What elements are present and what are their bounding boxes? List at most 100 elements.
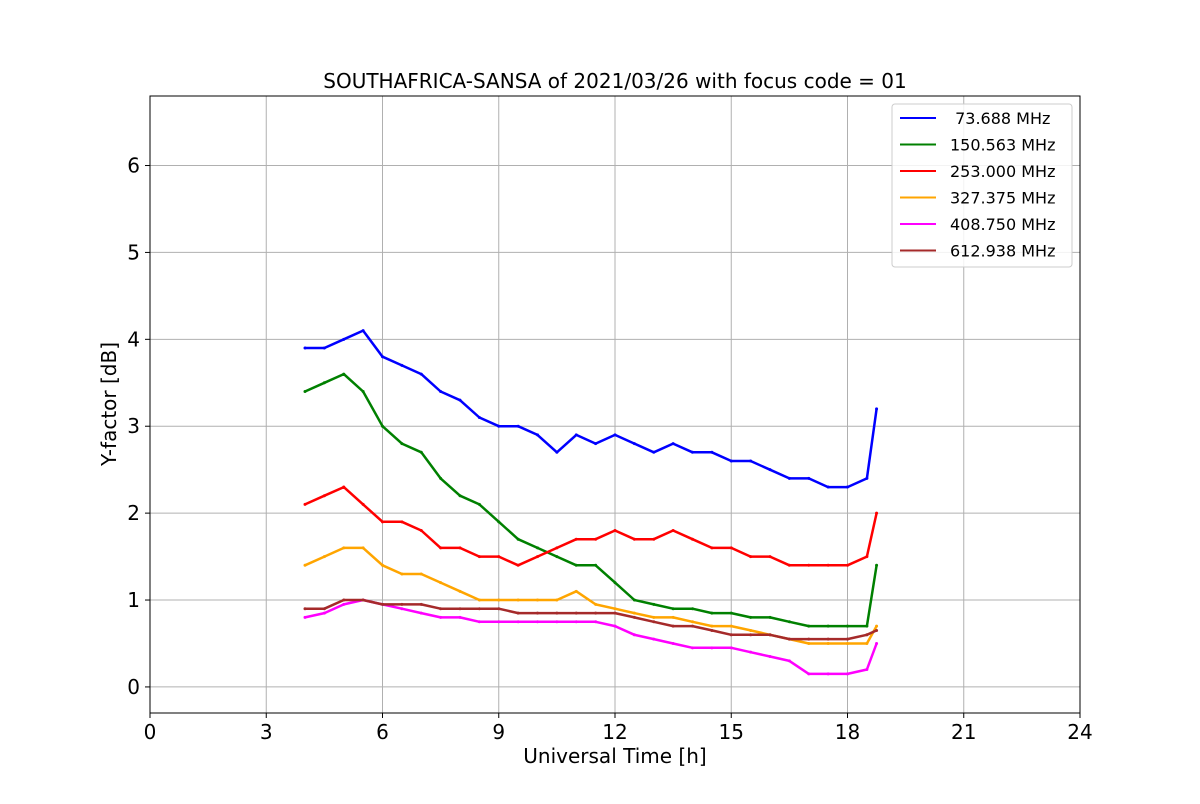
data-point	[671, 607, 675, 611]
data-point	[807, 672, 811, 676]
data-point	[671, 615, 675, 619]
x-tick-label: 6	[376, 720, 389, 744]
data-point	[439, 476, 443, 480]
series-line-1	[304, 372, 878, 628]
data-point	[381, 602, 384, 606]
data-point	[826, 637, 830, 641]
x-tick-label: 3	[260, 720, 273, 744]
data-point	[400, 602, 404, 606]
data-point	[691, 607, 694, 611]
data-point	[303, 607, 307, 611]
data-point	[613, 624, 617, 628]
x-tick-label: 15	[719, 720, 744, 744]
data-point	[749, 650, 753, 654]
legend-label: 253.000 MHz	[950, 162, 1055, 181]
y-tick-label: 5	[127, 240, 140, 264]
data-point	[458, 398, 462, 402]
data-point	[594, 620, 598, 624]
data-point	[516, 424, 520, 428]
data-point	[555, 546, 559, 550]
data-point	[807, 624, 811, 628]
data-point	[555, 611, 559, 615]
data-point	[652, 637, 656, 641]
data-point	[477, 502, 481, 506]
x-tick-label: 9	[492, 720, 505, 744]
data-point	[536, 620, 539, 624]
data-point	[555, 555, 559, 559]
data-point	[574, 611, 578, 615]
data-point	[536, 546, 539, 550]
data-point	[865, 641, 869, 645]
data-point	[865, 476, 869, 480]
y-tick-label: 4	[127, 327, 140, 351]
data-point	[555, 598, 559, 602]
data-point	[439, 389, 443, 393]
data-point	[613, 607, 617, 611]
series-group	[303, 329, 879, 676]
data-point	[536, 555, 539, 559]
data-point	[594, 537, 598, 541]
data-point	[574, 620, 578, 624]
data-point	[574, 563, 578, 567]
data-point	[322, 381, 326, 385]
data-point	[342, 598, 346, 602]
data-point	[574, 433, 578, 437]
x-tick-label: 0	[144, 720, 157, 744]
data-point	[846, 672, 849, 676]
data-point	[710, 628, 714, 632]
data-point	[787, 563, 791, 567]
data-point	[846, 563, 849, 567]
data-point	[342, 602, 346, 606]
y-tick-label: 0	[127, 675, 140, 699]
data-point	[303, 563, 307, 567]
data-point	[749, 615, 753, 619]
data-point	[419, 450, 423, 454]
data-point	[729, 633, 733, 637]
data-point	[749, 628, 753, 632]
data-point	[691, 646, 694, 650]
data-point	[381, 355, 384, 359]
legend-box	[891, 103, 1073, 268]
data-point	[768, 633, 772, 637]
data-point	[787, 620, 791, 624]
data-point	[691, 620, 694, 624]
data-point	[497, 555, 501, 559]
data-point	[322, 346, 326, 350]
data-point	[400, 363, 404, 367]
data-point	[691, 537, 694, 541]
data-point	[477, 620, 481, 624]
data-point	[807, 563, 811, 567]
data-point	[826, 563, 830, 567]
data-point	[342, 372, 346, 376]
data-point	[477, 607, 481, 611]
data-point	[322, 494, 326, 498]
y-tick-label: 1	[127, 588, 140, 612]
data-point	[865, 624, 869, 628]
data-point	[594, 602, 598, 606]
x-tick-label: 18	[835, 720, 860, 744]
y-tick-label: 2	[127, 501, 140, 525]
x-tick-label: 24	[1067, 720, 1092, 744]
data-point	[361, 389, 365, 393]
data-point	[303, 389, 307, 393]
data-point	[497, 424, 501, 428]
data-point	[516, 537, 520, 541]
data-point	[632, 611, 636, 615]
data-point	[632, 537, 636, 541]
data-point	[477, 416, 481, 420]
data-point	[787, 476, 791, 480]
data-point	[419, 611, 423, 615]
data-point	[516, 620, 520, 624]
data-point	[555, 450, 559, 454]
data-point	[458, 607, 462, 611]
data-point	[574, 589, 578, 593]
data-point	[671, 529, 675, 533]
data-point	[497, 607, 501, 611]
data-point	[439, 615, 443, 619]
data-point	[497, 598, 501, 602]
data-point	[342, 546, 346, 550]
x-tick-label: 21	[951, 720, 976, 744]
y-axis-label: Y-factor [dB]	[97, 342, 121, 467]
data-point	[497, 520, 501, 524]
